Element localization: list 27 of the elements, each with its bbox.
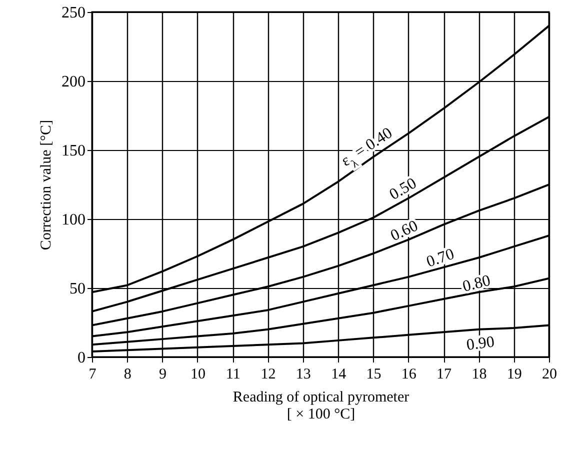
x-tick-label: 17	[436, 366, 452, 382]
y-tick-label: 50	[70, 280, 86, 298]
text: 0.50	[386, 174, 420, 204]
x-tick-label: 15	[366, 366, 382, 382]
x-tick-label: 20	[542, 366, 557, 382]
x-axis-title: Reading of optical pyrometer [ × 100 °C]	[232, 390, 410, 422]
text: 0.90	[466, 334, 496, 354]
y-tick-label: 250	[62, 4, 86, 22]
text: 0.70	[424, 246, 456, 271]
x-tick-label: 19	[506, 366, 522, 382]
x-tick-label: 8	[124, 366, 132, 382]
x-tick-label: 12	[260, 366, 276, 382]
y-tick-label: 200	[62, 74, 86, 90]
y-tick-label: 0	[78, 350, 86, 366]
x-tick-label: 14	[331, 366, 347, 382]
x-tick-label: 18	[472, 366, 487, 382]
x-tick-label: 13	[296, 366, 311, 382]
x-tick-label: 9	[159, 366, 167, 382]
x-tick-label: 7	[88, 366, 97, 382]
y-axis-title: Correction value [°C]	[38, 120, 54, 250]
y-tick-label: 100	[62, 212, 86, 228]
x-tick-label: 11	[226, 366, 240, 382]
text: 0.60	[388, 217, 421, 245]
x-tick-label: 16	[401, 366, 417, 382]
text: ε$_{λ}$ = 0.40	[338, 124, 396, 170]
x-tick-label: 10	[190, 366, 206, 382]
y-tick-label: 150	[62, 142, 86, 160]
